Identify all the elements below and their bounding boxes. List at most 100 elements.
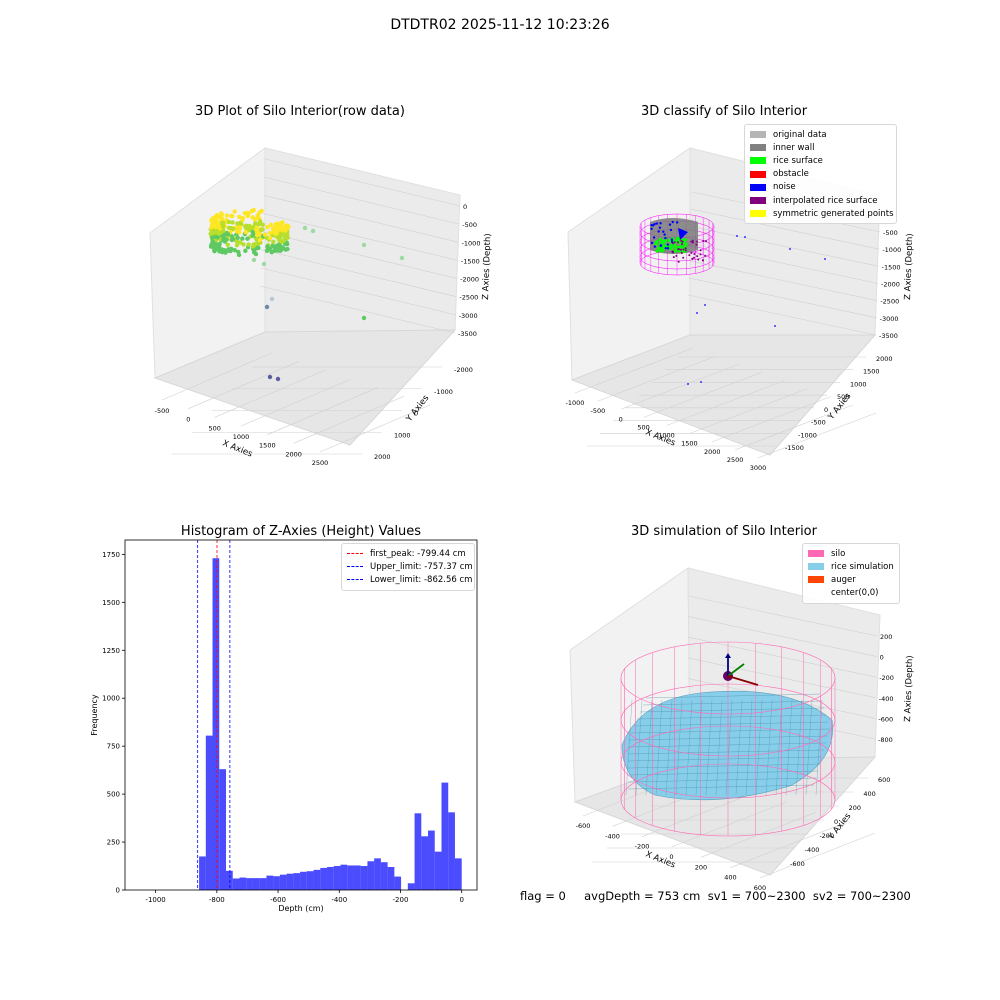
panel4-mesh-line [642,700,823,706]
panel2-interp-point [692,241,695,244]
panel2-noise-point [666,243,669,246]
panel4-legend-item: rice simulation [808,560,894,573]
panel2-x-gridline [597,355,716,402]
panel2-legend-label: noise [773,182,796,193]
panel1-data-point [211,228,216,233]
panel2-noise-point [657,230,660,233]
panel3-bar [252,878,260,890]
panel2-legend-swatch [750,131,766,139]
panel2-z-tick-label: -2500 [880,298,899,306]
panel4-legend-label: center(0,0) [831,588,879,599]
panel2-rice-point [658,237,662,242]
panel4-mesh-line [715,699,723,796]
panel2-rice-point [655,249,659,253]
panel3-bar [219,769,227,890]
panel2-rice-point [655,240,659,244]
panel2-noise-point [662,230,665,233]
panel2-zlabel: Z Axies (Depth) [903,233,915,300]
panel2-interp-point [672,242,675,245]
panel3-legend-line [347,566,363,568]
panel2-x-gridline [712,396,831,443]
panel2-x-gridline [735,404,854,451]
panel2-legend-label: inner wall [773,142,815,153]
panel2-x-tick-label: 2000 [704,448,721,456]
panel4-y-tick-label: 0 [834,818,838,826]
panel4-legend-swatch [808,576,824,584]
panel3-bar [313,869,321,890]
panel1-x-tick-label: -500 [155,407,170,415]
panel2-z-tick-label: -1500 [882,263,901,271]
panel2-x-gridline [620,363,739,410]
panel3-bar [434,851,442,890]
panel4-mesh-line [805,699,813,796]
panel2-z-gridline [691,208,880,250]
panel2-y-tick-label: 2000 [876,355,893,363]
panel2-interp-point [671,251,674,254]
panel4-mesh-line [795,699,803,796]
panel3-bar [374,858,381,890]
panel4-legend-label: auger [831,574,856,585]
panel1-z-gridline [264,158,461,207]
panel3-bar [347,865,354,890]
panel2-x-tick-label: 1000 [658,432,675,440]
panel1-data-point [211,244,216,250]
panel4-legend-label: silo [831,548,846,559]
panel4-mesh-line [745,699,753,796]
panel2-noise-point [658,226,662,229]
panel3-legend-line [347,553,363,555]
panel4-z-tick-label: -200 [879,674,894,682]
panel1-data-point [247,224,253,229]
panel1-data-point [234,239,239,244]
panel3-ytick-label: 1250 [102,647,120,655]
panel2-interp-point [677,260,680,263]
panel2-y-tick-label: -1000 [798,431,817,439]
panel4-mesh-line [815,699,823,796]
panel1-data-point [250,215,255,220]
panel1-data-point [254,237,259,242]
panel4-mesh-line [785,699,793,796]
panel3-bar [286,873,294,890]
panel2-z-gridline [689,260,878,301]
panel2-interp-point [679,248,682,251]
panel2-legend-item: inner wall [750,141,891,154]
panel3-legend-line [347,579,363,581]
panel1-data-point [285,235,290,240]
panel3-bar [232,878,240,890]
panel4-x-tick-label: 400 [724,874,736,882]
panel1-data-point [237,220,243,226]
panel1-data-point [230,214,235,219]
panel1-data-point [212,220,217,226]
panel3-bar [387,866,395,890]
panel4-mesh-line [627,784,815,790]
panel3-ytick-label: 1750 [102,551,120,559]
panel4-zlabel: Z Axies (Depth) [903,655,915,722]
panel3-xtick-label: 0 [459,896,463,904]
panel3-bar [300,871,307,890]
panel3-ytick-label: 0 [116,887,120,895]
panel2-interp-point [684,249,687,252]
panel4-mesh-line [645,693,821,699]
panel3-bar [212,558,220,890]
panel2-noise-point [671,220,674,224]
panel1-data-point [254,241,260,246]
panel2-noise-point [666,247,670,250]
panel2-legend-swatch [750,170,766,178]
panel2-interp-point [702,240,705,243]
panel1-z-tick-label: -500 [462,221,477,229]
panel2-noise-point [664,236,667,240]
panel3-ticks: -1000 -800 -600 -400 -200 0 0 250 500 750 1000 1250… [102,551,464,904]
panel2-legend-swatch [750,157,766,165]
panel2-legend-item: original data [750,128,891,141]
panel2-noise-point [744,236,746,238]
panel1-data-point [285,246,290,252]
panel2-noise-point [675,221,679,224]
panel1-z-tick-label: -3000 [459,312,478,320]
panel2-interp-point [691,239,694,242]
panel1-data-point [210,239,215,244]
panel1-x-tick-label: 1500 [259,442,276,450]
panel1-data-point [245,213,251,219]
panel4-y-tick-label: -200 [819,832,834,840]
panel2-rice-point [669,246,673,251]
panel1-data-point [240,236,245,241]
panel1-data-point [272,248,277,254]
